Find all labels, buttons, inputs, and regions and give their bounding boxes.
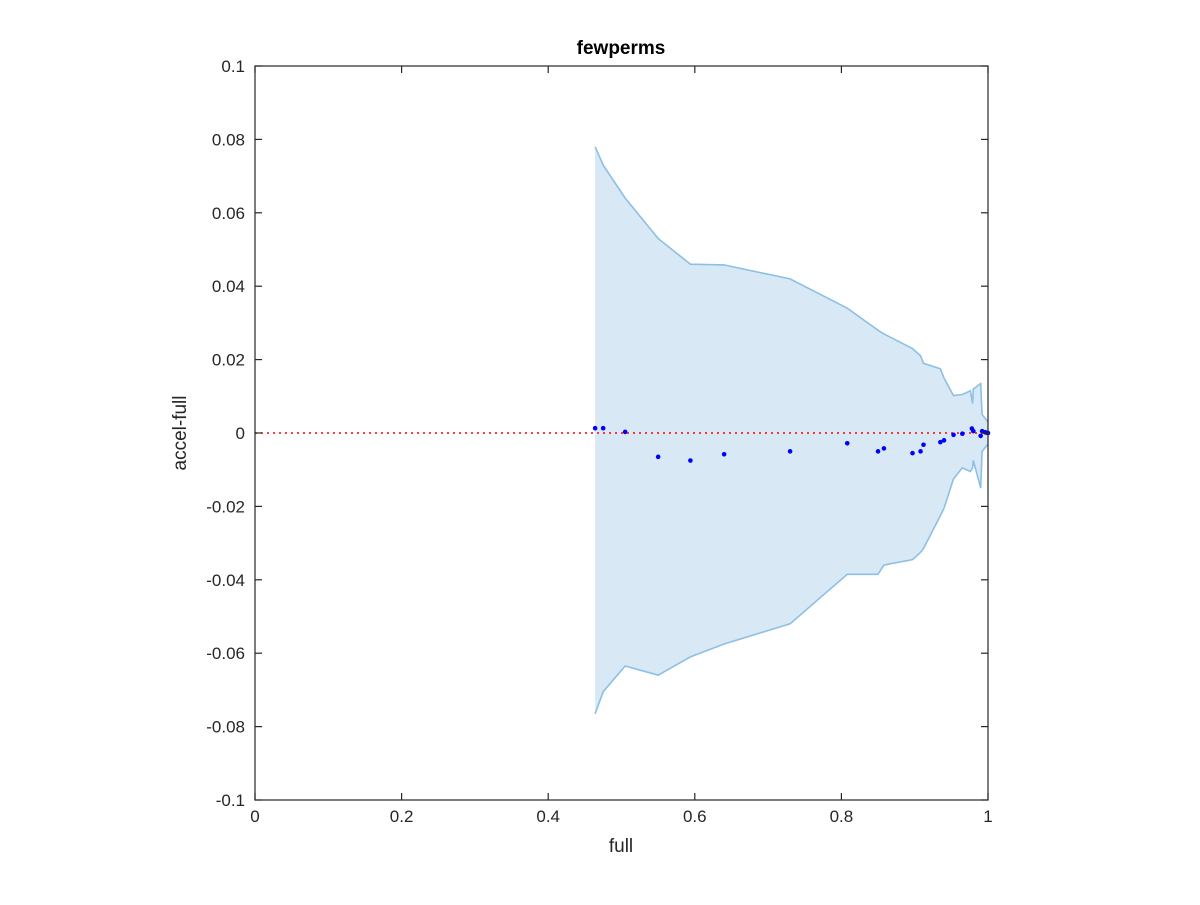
data-point [600, 425, 606, 431]
x-tick-label: 0 [250, 807, 259, 826]
data-point [875, 449, 881, 454]
data-point [688, 458, 693, 463]
x-tick-label: 0.8 [830, 807, 854, 826]
ticks: 0 0.2 0.4 0.6 0.8 1 0.1 0.08 0.06 0.04 0.02 0 -0.02 -… [206, 57, 992, 826]
x-tick-label: 0.2 [390, 807, 414, 826]
data-point [918, 449, 923, 454]
x-axis-label: full [609, 836, 633, 857]
data-point [881, 446, 887, 451]
confidence-band [594, 146, 989, 715]
y-tick-label: -0.06 [206, 644, 245, 663]
data-point [787, 449, 793, 454]
y-tick-label: -0.02 [206, 497, 245, 516]
data-point [971, 428, 976, 434]
band-lower-edge [594, 443, 989, 715]
y-tick-label: -0.1 [216, 791, 245, 810]
x-tick-label: 0.6 [683, 807, 707, 826]
y-tick-label: 0.04 [212, 277, 245, 296]
x-tick-label: 1 [983, 807, 992, 826]
data-point [844, 440, 850, 446]
data-point [655, 454, 661, 460]
data-point [941, 438, 947, 443]
chart-title: fewperms [577, 38, 666, 59]
y-tick-label: 0.08 [212, 130, 245, 149]
data-point [622, 429, 628, 435]
band-upper-edge [594, 146, 989, 423]
y-tick-label: -0.04 [206, 571, 245, 590]
data-point [921, 442, 926, 448]
data-point [938, 439, 943, 445]
data-point [951, 432, 956, 438]
y-tick-label: 0.02 [212, 351, 245, 370]
data-point [592, 425, 598, 431]
data-point [910, 450, 915, 456]
data-point [721, 451, 727, 457]
y-tick-label: 0.06 [212, 204, 245, 223]
y-axis-label: accel-full [170, 396, 191, 471]
y-tick-label: -0.08 [206, 718, 245, 737]
data-point [978, 433, 983, 439]
x-tick-label: 0.4 [536, 807, 560, 826]
data-point [960, 431, 965, 437]
band-fill [595, 146, 988, 714]
y-tick-label: 0.1 [221, 57, 245, 76]
y-tick-label: 0 [236, 424, 245, 443]
